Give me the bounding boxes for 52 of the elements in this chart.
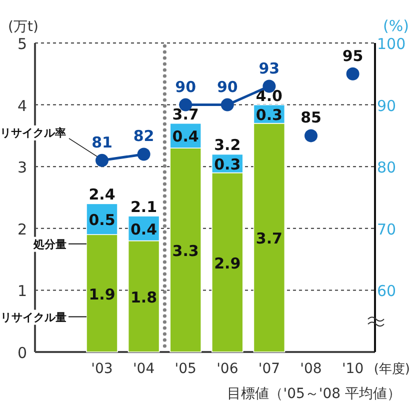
data-label: 82 bbox=[133, 127, 154, 146]
point bbox=[137, 148, 150, 161]
y2-tick-label: 100 bbox=[377, 35, 406, 53]
y2-axis-title: (%) bbox=[383, 17, 409, 35]
data-label: 0.3 bbox=[256, 106, 282, 124]
data-label: 90 bbox=[216, 78, 238, 96]
data-label: 1.8 bbox=[130, 288, 158, 306]
y-tick-label: 5 bbox=[17, 35, 27, 53]
data-label: 3.3 bbox=[172, 242, 199, 260]
data-label: 90 bbox=[175, 78, 196, 96]
y-tick-label: 3 bbox=[17, 158, 27, 177]
y-tick-label: 0 bbox=[17, 344, 27, 362]
data-label: 0.3 bbox=[214, 156, 241, 174]
y-tick-label: 2 bbox=[17, 220, 27, 238]
data-label: 1.9 bbox=[88, 285, 116, 304]
data-label: 93 bbox=[258, 59, 280, 78]
total-label: 3.2 bbox=[214, 136, 241, 154]
data-label: 3.7 bbox=[256, 230, 282, 248]
y-tick-label: 4 bbox=[17, 96, 27, 115]
series-label: リサイクル量 bbox=[0, 310, 66, 324]
text: リサイクル率 bbox=[0, 126, 66, 140]
y2-tick-label: 70 bbox=[377, 220, 396, 238]
data-label: 0.5 bbox=[88, 211, 116, 230]
data-label: 81 bbox=[92, 133, 112, 152]
x-axis-title: (年度) bbox=[374, 361, 410, 377]
y-tick-label: 1 bbox=[17, 282, 27, 300]
point bbox=[220, 98, 234, 112]
total-label: 3.7 bbox=[172, 105, 199, 124]
x-tick-label: '08 bbox=[300, 361, 322, 377]
data-label: 2.9 bbox=[214, 254, 241, 272]
total-label: 2.1 bbox=[130, 198, 158, 216]
x-tick-label: '05 bbox=[174, 361, 196, 377]
x-tick-label: '06 bbox=[216, 361, 238, 377]
y2-tick-label: 60 bbox=[377, 282, 396, 300]
y2-tick-label: 90 bbox=[377, 96, 396, 115]
series-label: 処分量 bbox=[32, 238, 66, 251]
data-label: 85 bbox=[300, 108, 322, 127]
point bbox=[96, 154, 108, 167]
x-tick-label: '04 bbox=[132, 361, 155, 377]
x-tick-label: '10 bbox=[342, 361, 364, 377]
data-label: 95 bbox=[342, 46, 364, 65]
total-label: 2.4 bbox=[88, 186, 116, 204]
data-label: 0.4 bbox=[172, 128, 199, 146]
point bbox=[304, 129, 318, 142]
text: 目標値（'05～'08 平均値） bbox=[227, 386, 401, 402]
y2-tick-label: 80 bbox=[377, 158, 396, 177]
x-tick-label: '03 bbox=[91, 361, 113, 377]
x-tick-label: '07 bbox=[258, 361, 280, 377]
point bbox=[346, 67, 360, 80]
data-label: 0.4 bbox=[130, 220, 158, 238]
total-label: 4.0 bbox=[256, 86, 282, 105]
y-axis-title: (万t) bbox=[8, 19, 38, 35]
